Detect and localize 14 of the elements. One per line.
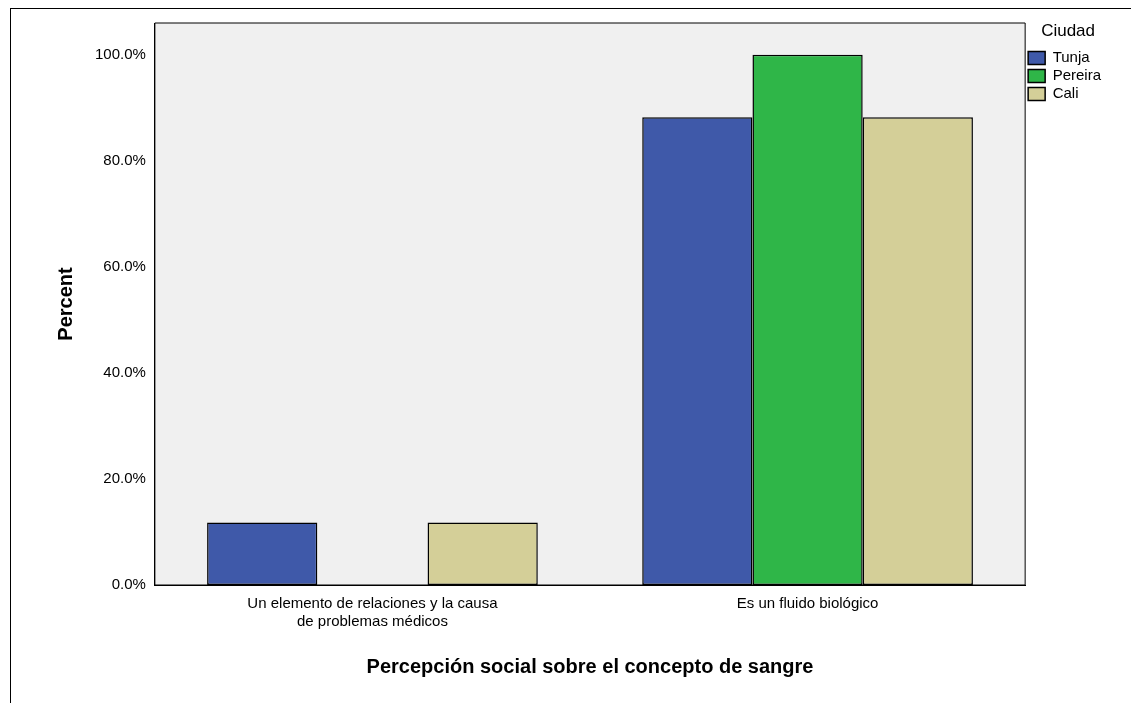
y-tick-label: 60.0% <box>103 257 146 275</box>
y-tick-label: 80.0% <box>103 150 146 168</box>
y-tick-label: 40.0% <box>103 363 146 381</box>
legend-label: Pereira <box>1052 66 1102 84</box>
legend-label: Tunja <box>1052 48 1091 66</box>
x-axis-title: Percepción social sobre el concepto de sangre <box>366 654 814 677</box>
y-axis-title: Percent <box>53 266 76 341</box>
y-tick-label: 100.0% <box>95 44 146 62</box>
x-tick-label: Es un fluido biológico <box>736 594 879 612</box>
x-tick-label: Un elemento de relaciones y la causa de problemas médicos <box>247 594 499 630</box>
legend-title: Ciudad <box>1041 21 1096 41</box>
legend-label: Cali <box>1052 84 1079 102</box>
y-tick-label: 20.0% <box>103 469 146 487</box>
y-tick-label: 0.0% <box>111 575 146 593</box>
